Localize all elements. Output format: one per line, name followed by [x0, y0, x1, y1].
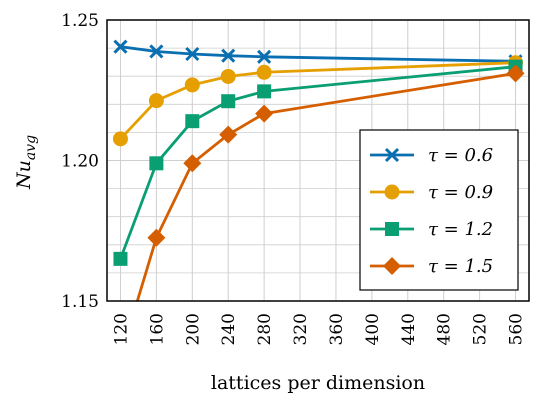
- legend-label: τ = 0.9: [428, 182, 493, 203]
- x-tick-label: 280: [255, 313, 275, 345]
- data-point: [256, 64, 272, 80]
- data-point: [220, 68, 236, 84]
- data-point: [219, 125, 238, 144]
- y-axis-label-main: Nu: [13, 160, 35, 190]
- legend-entry: τ = 1.5: [370, 256, 493, 277]
- x-tick-label: 200: [183, 313, 203, 345]
- data-point: [112, 131, 128, 147]
- legend-marker: [384, 184, 400, 200]
- x-tick-label: 480: [435, 313, 455, 345]
- data-point: [183, 154, 202, 173]
- y-axis-label: Nuavg: [13, 135, 39, 190]
- data-point: [113, 251, 128, 266]
- series: [111, 64, 525, 366]
- x-tick-label: 160: [147, 313, 167, 345]
- data-point: [506, 64, 525, 83]
- x-tick-label: 560: [507, 313, 527, 345]
- data-point: [149, 156, 164, 171]
- x-axis-label: lattices per dimension: [211, 372, 425, 394]
- series: [113, 39, 523, 69]
- data-point: [147, 228, 166, 247]
- legend-label: τ = 1.5: [428, 256, 493, 277]
- series-line: [119, 61, 516, 140]
- series-layer: [111, 39, 525, 366]
- y-axis-label-subscript: avg: [23, 135, 39, 160]
- y-axis: 1.15 1.20 1.25: [61, 11, 99, 312]
- data-point: [257, 49, 272, 64]
- data-point: [257, 84, 272, 99]
- data-point: [149, 44, 164, 59]
- legend-marker: [385, 222, 399, 236]
- x-tick-label: 120: [111, 313, 131, 345]
- data-point: [185, 46, 200, 62]
- x-tick-label: 440: [399, 313, 419, 345]
- series-line: [119, 65, 516, 260]
- legend: τ = 0.6 τ = 0.9 τ = 1.2 τ = 1.5: [359, 129, 519, 291]
- data-point: [148, 93, 164, 109]
- legend-marker: [384, 147, 400, 163]
- legend-entry: τ = 0.6: [370, 145, 493, 166]
- y-tick-label: 1.20: [61, 152, 99, 172]
- x-tick-label: 400: [363, 313, 383, 345]
- data-point: [221, 48, 236, 63]
- data-point: [185, 114, 200, 129]
- legend-label: τ = 1.2: [428, 219, 493, 240]
- x-axis: 120 160 200 240 280 320 360 400 440 480 520 560: [111, 313, 526, 345]
- x-tick-label: 360: [327, 313, 347, 345]
- x-tick-label: 520: [471, 313, 491, 345]
- legend-label: τ = 0.6: [428, 145, 493, 166]
- data-point: [255, 104, 274, 123]
- legend-marker: [383, 257, 401, 275]
- data-point: [184, 77, 200, 93]
- y-tick-label: 1.15: [61, 292, 99, 312]
- data-point: [111, 348, 129, 366]
- legend-entry: τ = 1.2: [370, 219, 493, 240]
- legend-entry: τ = 0.9: [370, 182, 493, 203]
- series-line: [135, 72, 516, 301]
- data-point: [113, 39, 128, 54]
- y-tick-label: 1.25: [61, 11, 99, 31]
- data-point: [221, 94, 236, 109]
- plot-frame: [106, 19, 530, 302]
- series-line: [120, 45, 516, 63]
- x-tick-label: 320: [291, 313, 311, 345]
- x-tick-label: 240: [219, 313, 239, 345]
